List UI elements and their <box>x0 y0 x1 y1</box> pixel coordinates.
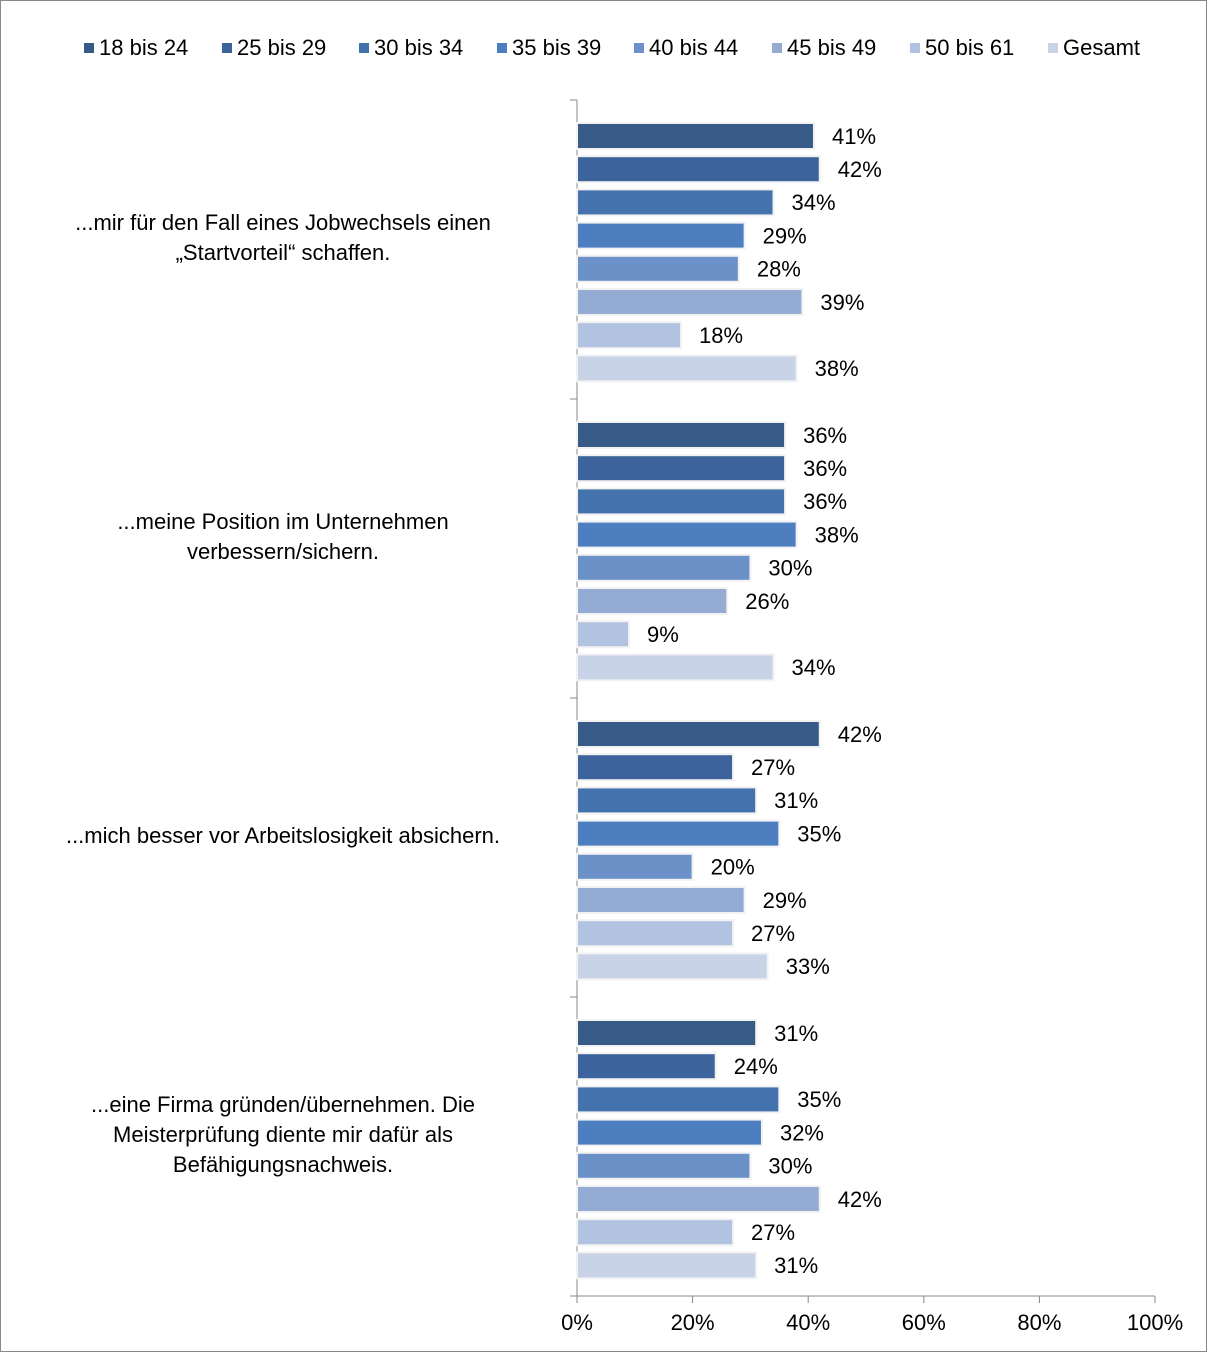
bar <box>576 653 775 682</box>
value-label: 42% <box>838 157 882 182</box>
value-label: 18% <box>699 323 743 348</box>
bar <box>576 553 752 582</box>
bar <box>576 886 746 914</box>
bar <box>576 1118 763 1147</box>
category-label: ...eine Firma gründen/übernehmen. Die Me… <box>91 1091 475 1177</box>
bar <box>576 188 775 217</box>
value-label: 27% <box>751 921 795 946</box>
legend-label: 40 bis 44 <box>649 35 738 60</box>
bar <box>576 919 735 948</box>
legend-swatch <box>222 43 232 53</box>
legend-swatch <box>84 43 94 53</box>
bar <box>576 288 804 316</box>
value-label: 31% <box>774 788 818 813</box>
legend-swatch <box>910 43 920 53</box>
value-label: 34% <box>792 190 836 215</box>
value-label: 9% <box>647 622 679 647</box>
value-label: 28% <box>757 257 801 282</box>
legend-label: 50 bis 61 <box>925 35 1014 60</box>
value-label: 36% <box>803 456 847 481</box>
legend-swatch <box>497 43 507 53</box>
value-label: 41% <box>832 124 876 149</box>
value-label: 32% <box>780 1120 824 1145</box>
bar <box>576 321 683 350</box>
x-tick-label: 100% <box>1127 1310 1183 1335</box>
legend-swatch <box>359 43 369 53</box>
value-label: 26% <box>745 589 789 614</box>
bar <box>576 1052 717 1081</box>
x-tick-label: 40% <box>786 1310 830 1335</box>
value-label: 36% <box>803 489 847 514</box>
legend-swatch <box>1048 43 1058 53</box>
bar <box>576 1151 752 1180</box>
bar <box>576 454 787 483</box>
value-label: 35% <box>797 1087 841 1112</box>
bar <box>576 1251 758 1280</box>
value-label: 34% <box>792 655 836 680</box>
value-label: 42% <box>838 722 882 747</box>
value-label: 31% <box>774 1021 818 1046</box>
bar <box>576 520 798 549</box>
category-label: ...mir für den Fall eines Jobwechsels ei… <box>75 209 491 265</box>
legend-label: 30 bis 34 <box>374 35 463 60</box>
legend-swatch <box>634 43 644 53</box>
bar <box>576 1019 758 1047</box>
value-label: 38% <box>815 356 859 381</box>
bar <box>576 620 631 649</box>
value-label: 29% <box>763 888 807 913</box>
legend-label: 18 bis 24 <box>99 35 188 60</box>
bar <box>576 487 787 516</box>
x-tick-label: 60% <box>902 1310 946 1335</box>
value-label: 30% <box>768 556 812 581</box>
bar <box>576 720 821 748</box>
category-label: ...meine Position im Unternehmen verbess… <box>117 508 449 564</box>
x-tick-label: 20% <box>671 1310 715 1335</box>
value-label: 36% <box>803 423 847 448</box>
bar <box>576 753 735 782</box>
value-label: 38% <box>815 522 859 547</box>
value-label: 30% <box>768 1154 812 1179</box>
bar <box>576 421 787 449</box>
value-label: 24% <box>734 1054 778 1079</box>
bar <box>576 1185 821 1213</box>
bar <box>576 1085 781 1114</box>
bar <box>576 122 815 150</box>
x-tick-label: 80% <box>1017 1310 1061 1335</box>
bar <box>576 819 781 848</box>
bar <box>576 587 729 615</box>
legend-swatch <box>772 43 782 53</box>
legend-label: 35 bis 39 <box>512 35 601 60</box>
legend-label: Gesamt <box>1063 35 1140 60</box>
category-label: ...mich besser vor Arbeitslosigkeit absi… <box>65 822 501 848</box>
legend-label: 45 bis 49 <box>787 35 876 60</box>
bar <box>576 1218 735 1247</box>
x-tick-label: 0% <box>561 1310 593 1335</box>
bar <box>576 354 798 383</box>
value-label: 35% <box>797 821 841 846</box>
bar <box>576 952 769 981</box>
value-label: 27% <box>751 1220 795 1245</box>
value-label: 31% <box>774 1253 818 1278</box>
bar <box>576 852 694 881</box>
bar <box>576 155 821 184</box>
value-label: 33% <box>786 954 830 979</box>
value-label: 39% <box>820 290 864 315</box>
value-label: 29% <box>763 223 807 248</box>
bar <box>576 221 746 250</box>
bar <box>576 786 758 815</box>
value-label: 27% <box>751 755 795 780</box>
legend-label: 25 bis 29 <box>237 35 326 60</box>
value-label: 20% <box>711 855 755 880</box>
value-label: 42% <box>838 1187 882 1212</box>
bar <box>576 254 740 283</box>
